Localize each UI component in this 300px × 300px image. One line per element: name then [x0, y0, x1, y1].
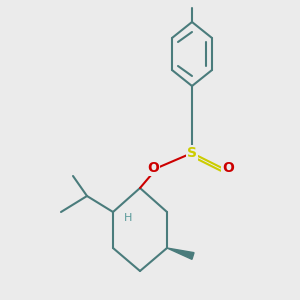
Text: S: S [187, 146, 197, 160]
Polygon shape [167, 248, 194, 259]
Text: H: H [124, 213, 132, 223]
Text: O: O [147, 161, 159, 175]
Text: O: O [222, 161, 234, 175]
